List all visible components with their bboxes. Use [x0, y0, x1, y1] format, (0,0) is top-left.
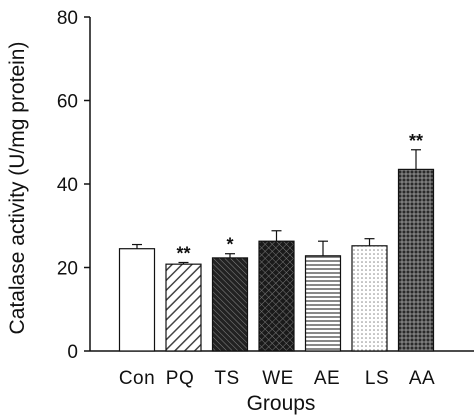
significance-label: **: [409, 131, 423, 151]
y-tick-label: 20: [57, 259, 78, 280]
bar-we: [258, 240, 295, 352]
y-tick-label: 40: [57, 175, 78, 196]
bars: ** ***: [118, 131, 435, 352]
y-tick-label: 60: [57, 92, 78, 113]
x-tick-label: WE: [262, 368, 294, 389]
y-tick-label: 80: [57, 8, 78, 29]
bar-ae: [304, 255, 342, 352]
x-tick-label: Con: [119, 368, 155, 389]
x-tick-label: TS: [214, 368, 239, 389]
bar-ls: [351, 245, 388, 352]
x-axis-title: Groups: [247, 392, 316, 415]
significance-label: *: [226, 235, 233, 255]
x-tick-label: PQ: [166, 368, 194, 389]
bar-con: [118, 248, 156, 352]
bar-ts: [211, 257, 249, 352]
axis-labels: Catalase activity (U/mg protein) Groups: [6, 42, 315, 415]
bar-aa: [397, 168, 435, 352]
significance-label: **: [176, 243, 190, 263]
x-tick-label: AE: [314, 368, 340, 389]
y-tick-label: 0: [67, 342, 78, 363]
y-axis-title: Catalase activity (U/mg protein): [6, 42, 29, 335]
bar-pq: [165, 263, 202, 352]
x-tick-label: LS: [365, 368, 389, 389]
y-axis: 0 20 40 60 80: [57, 8, 91, 363]
x-axis: Con PQ TS WE AE LS AA: [90, 350, 474, 389]
x-tick-label: AA: [409, 368, 435, 389]
